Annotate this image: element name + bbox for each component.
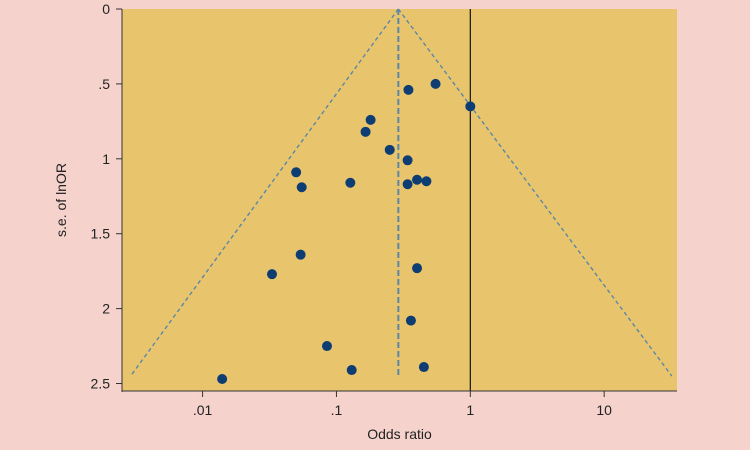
data-points [217, 78, 476, 385]
data-point [345, 177, 356, 188]
y-tick-label: .5 [98, 76, 110, 92]
data-point [403, 84, 414, 95]
y-tick-label: 2.5 [91, 376, 111, 392]
data-point [384, 144, 395, 155]
data-point [405, 315, 416, 326]
data-point [412, 174, 423, 185]
x-tick-label: 1 [466, 402, 474, 418]
y-tick-label: 1 [102, 151, 110, 167]
data-point [295, 249, 306, 260]
data-point [365, 114, 376, 125]
reference-lines [397, 9, 471, 391]
y-tick-label: 0 [102, 1, 110, 17]
y-tick-label: 1.5 [91, 226, 111, 242]
x-tick-label: .01 [193, 402, 213, 418]
data-point [465, 101, 476, 112]
axes: 0 .5 1 1.5 2 2.5 .01 .1 1 10 [91, 1, 677, 418]
x-axis-title: Odds ratio [367, 426, 432, 442]
data-point [291, 167, 302, 178]
funnel-right-line [397, 8, 673, 377]
data-point [360, 126, 371, 137]
data-point [421, 176, 432, 187]
data-point [217, 374, 228, 385]
y-tick-label: 2 [102, 301, 110, 317]
x-tick-label: 10 [596, 402, 612, 418]
funnel-lines [130, 8, 673, 377]
data-point [346, 365, 357, 376]
data-point [322, 341, 333, 352]
data-point [266, 269, 277, 280]
data-point [402, 179, 413, 190]
funnel-left-line [130, 8, 399, 377]
plot-area [122, 9, 677, 391]
data-point [402, 155, 413, 166]
data-point [296, 182, 307, 193]
data-point [430, 78, 441, 89]
data-point [418, 362, 429, 373]
data-point [412, 263, 423, 274]
y-axis-title: s.e. of lnOR [53, 163, 69, 237]
x-tick-label: .1 [331, 402, 343, 418]
